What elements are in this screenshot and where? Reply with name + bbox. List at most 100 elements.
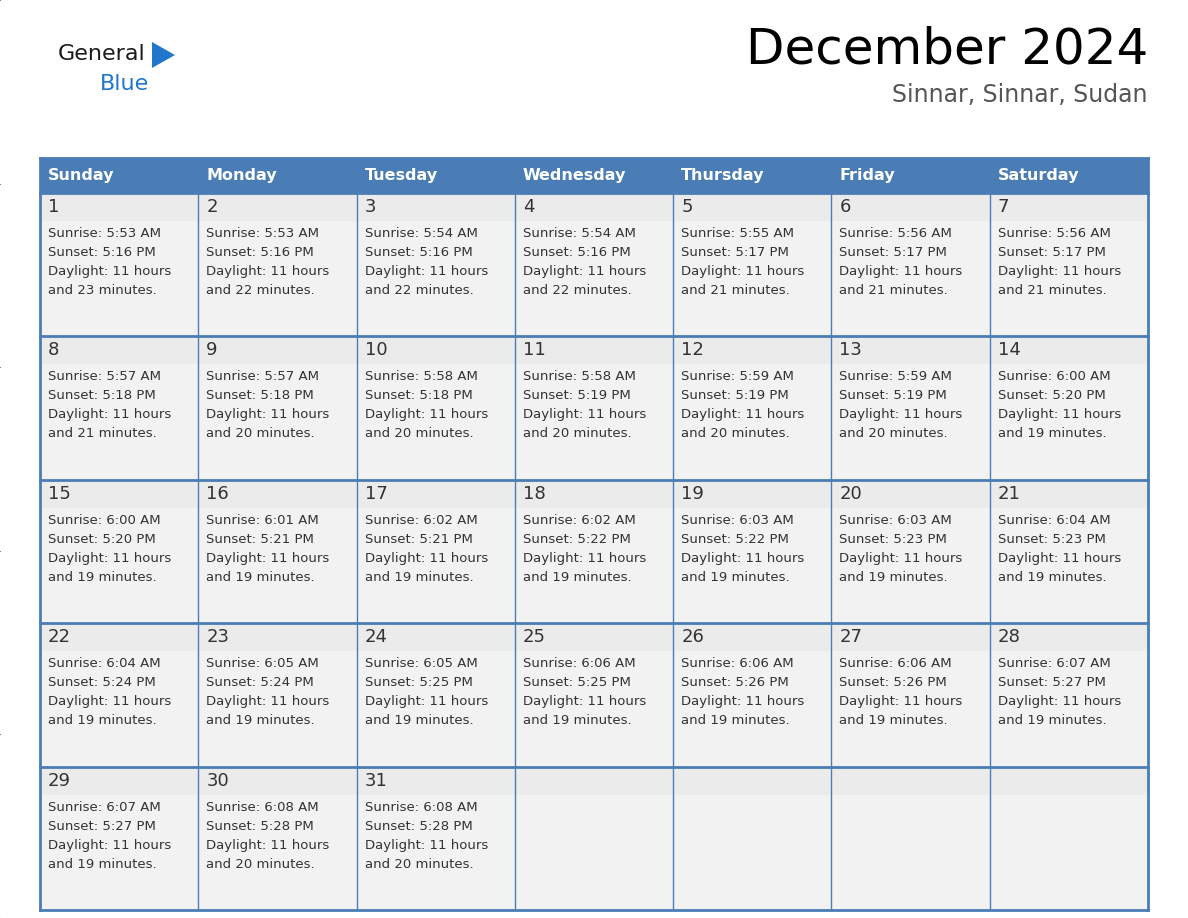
Text: and 23 minutes.: and 23 minutes. bbox=[48, 284, 157, 297]
Text: Sunset: 5:20 PM: Sunset: 5:20 PM bbox=[998, 389, 1106, 402]
Text: December 2024: December 2024 bbox=[746, 25, 1148, 73]
Text: and 20 minutes.: and 20 minutes. bbox=[523, 428, 632, 441]
Text: Sunset: 5:17 PM: Sunset: 5:17 PM bbox=[681, 246, 789, 259]
Text: Daylight: 11 hours: Daylight: 11 hours bbox=[48, 695, 171, 708]
Text: 12: 12 bbox=[681, 341, 704, 360]
Text: Sunset: 5:21 PM: Sunset: 5:21 PM bbox=[365, 532, 473, 546]
Text: Blue: Blue bbox=[100, 74, 150, 94]
Text: 27: 27 bbox=[840, 628, 862, 646]
Text: Sunset: 5:27 PM: Sunset: 5:27 PM bbox=[48, 820, 156, 833]
Text: Sunset: 5:21 PM: Sunset: 5:21 PM bbox=[207, 532, 314, 546]
Text: Daylight: 11 hours: Daylight: 11 hours bbox=[48, 265, 171, 278]
Text: 25: 25 bbox=[523, 628, 545, 646]
Text: 20: 20 bbox=[840, 485, 862, 503]
Text: Daylight: 11 hours: Daylight: 11 hours bbox=[48, 552, 171, 565]
Text: Sunrise: 6:02 AM: Sunrise: 6:02 AM bbox=[523, 514, 636, 527]
Text: and 21 minutes.: and 21 minutes. bbox=[840, 284, 948, 297]
Text: Sunset: 5:17 PM: Sunset: 5:17 PM bbox=[998, 246, 1106, 259]
Text: and 19 minutes.: and 19 minutes. bbox=[365, 571, 473, 584]
Text: Sunrise: 6:01 AM: Sunrise: 6:01 AM bbox=[207, 514, 320, 527]
Text: Daylight: 11 hours: Daylight: 11 hours bbox=[681, 265, 804, 278]
Text: Daylight: 11 hours: Daylight: 11 hours bbox=[48, 839, 171, 852]
Text: and 19 minutes.: and 19 minutes. bbox=[840, 714, 948, 727]
Text: Daylight: 11 hours: Daylight: 11 hours bbox=[207, 552, 329, 565]
Text: Sunset: 5:23 PM: Sunset: 5:23 PM bbox=[840, 532, 947, 546]
Text: Sunset: 5:24 PM: Sunset: 5:24 PM bbox=[48, 677, 156, 689]
Text: Daylight: 11 hours: Daylight: 11 hours bbox=[207, 839, 329, 852]
Text: Sunrise: 6:03 AM: Sunrise: 6:03 AM bbox=[681, 514, 794, 527]
Text: Daylight: 11 hours: Daylight: 11 hours bbox=[681, 409, 804, 421]
Text: Daylight: 11 hours: Daylight: 11 hours bbox=[840, 552, 962, 565]
Text: Daylight: 11 hours: Daylight: 11 hours bbox=[998, 552, 1121, 565]
Text: and 19 minutes.: and 19 minutes. bbox=[48, 714, 157, 727]
Text: Sunrise: 5:58 AM: Sunrise: 5:58 AM bbox=[523, 370, 636, 384]
Text: Sunset: 5:18 PM: Sunset: 5:18 PM bbox=[207, 389, 314, 402]
Text: and 19 minutes.: and 19 minutes. bbox=[681, 714, 790, 727]
Text: 28: 28 bbox=[998, 628, 1020, 646]
Text: and 20 minutes.: and 20 minutes. bbox=[840, 428, 948, 441]
Text: Daylight: 11 hours: Daylight: 11 hours bbox=[365, 839, 488, 852]
Text: Daylight: 11 hours: Daylight: 11 hours bbox=[523, 265, 646, 278]
Text: Sunrise: 6:04 AM: Sunrise: 6:04 AM bbox=[48, 657, 160, 670]
Text: Sunrise: 5:57 AM: Sunrise: 5:57 AM bbox=[48, 370, 162, 384]
Text: Daylight: 11 hours: Daylight: 11 hours bbox=[365, 409, 488, 421]
Bar bbox=[40, 480, 1148, 623]
Text: Sunset: 5:19 PM: Sunset: 5:19 PM bbox=[523, 389, 631, 402]
Bar bbox=[40, 158, 1148, 193]
Text: Sunset: 5:16 PM: Sunset: 5:16 PM bbox=[207, 246, 314, 259]
Text: Sunrise: 5:55 AM: Sunrise: 5:55 AM bbox=[681, 227, 794, 240]
Text: Sunday: Sunday bbox=[48, 168, 114, 183]
Text: Daylight: 11 hours: Daylight: 11 hours bbox=[681, 552, 804, 565]
Text: and 21 minutes.: and 21 minutes. bbox=[681, 284, 790, 297]
Text: and 19 minutes.: and 19 minutes. bbox=[365, 714, 473, 727]
Text: and 19 minutes.: and 19 minutes. bbox=[998, 571, 1106, 584]
Text: Sunset: 5:23 PM: Sunset: 5:23 PM bbox=[998, 532, 1106, 546]
Text: Daylight: 11 hours: Daylight: 11 hours bbox=[998, 695, 1121, 708]
Text: Sunset: 5:19 PM: Sunset: 5:19 PM bbox=[840, 389, 947, 402]
Text: 15: 15 bbox=[48, 485, 71, 503]
Text: Sunrise: 6:00 AM: Sunrise: 6:00 AM bbox=[48, 514, 160, 527]
Text: Sunset: 5:16 PM: Sunset: 5:16 PM bbox=[523, 246, 631, 259]
Bar bbox=[40, 623, 1148, 651]
Text: Sunrise: 5:53 AM: Sunrise: 5:53 AM bbox=[48, 227, 162, 240]
Bar bbox=[40, 623, 1148, 767]
Text: Sunset: 5:27 PM: Sunset: 5:27 PM bbox=[998, 677, 1106, 689]
Text: General: General bbox=[58, 44, 146, 64]
Text: Tuesday: Tuesday bbox=[365, 168, 437, 183]
Text: and 19 minutes.: and 19 minutes. bbox=[523, 571, 632, 584]
Text: Sunrise: 5:53 AM: Sunrise: 5:53 AM bbox=[207, 227, 320, 240]
Text: Sunset: 5:18 PM: Sunset: 5:18 PM bbox=[48, 389, 156, 402]
Text: and 22 minutes.: and 22 minutes. bbox=[365, 284, 473, 297]
Text: 17: 17 bbox=[365, 485, 387, 503]
Text: Daylight: 11 hours: Daylight: 11 hours bbox=[523, 409, 646, 421]
Text: and 20 minutes.: and 20 minutes. bbox=[207, 428, 315, 441]
Text: and 19 minutes.: and 19 minutes. bbox=[523, 714, 632, 727]
Text: 23: 23 bbox=[207, 628, 229, 646]
Text: 8: 8 bbox=[48, 341, 59, 360]
Text: Sunrise: 6:05 AM: Sunrise: 6:05 AM bbox=[207, 657, 320, 670]
Text: Sunset: 5:17 PM: Sunset: 5:17 PM bbox=[840, 246, 947, 259]
Text: Friday: Friday bbox=[840, 168, 895, 183]
Text: and 21 minutes.: and 21 minutes. bbox=[998, 284, 1106, 297]
Text: Daylight: 11 hours: Daylight: 11 hours bbox=[365, 695, 488, 708]
Text: Sunrise: 5:56 AM: Sunrise: 5:56 AM bbox=[840, 227, 953, 240]
Text: and 21 minutes.: and 21 minutes. bbox=[48, 428, 157, 441]
Text: Sunset: 5:25 PM: Sunset: 5:25 PM bbox=[523, 677, 631, 689]
Text: Sunset: 5:16 PM: Sunset: 5:16 PM bbox=[48, 246, 156, 259]
Text: 11: 11 bbox=[523, 341, 545, 360]
Text: Sunrise: 6:07 AM: Sunrise: 6:07 AM bbox=[998, 657, 1111, 670]
Text: Daylight: 11 hours: Daylight: 11 hours bbox=[681, 695, 804, 708]
Text: Sunset: 5:16 PM: Sunset: 5:16 PM bbox=[365, 246, 473, 259]
Text: Sunrise: 6:03 AM: Sunrise: 6:03 AM bbox=[840, 514, 952, 527]
Text: Daylight: 11 hours: Daylight: 11 hours bbox=[840, 265, 962, 278]
Text: and 19 minutes.: and 19 minutes. bbox=[48, 571, 157, 584]
Text: Sinnar, Sinnar, Sudan: Sinnar, Sinnar, Sudan bbox=[892, 83, 1148, 107]
Text: Daylight: 11 hours: Daylight: 11 hours bbox=[207, 409, 329, 421]
Text: and 19 minutes.: and 19 minutes. bbox=[48, 857, 157, 870]
Text: and 19 minutes.: and 19 minutes. bbox=[681, 571, 790, 584]
Text: Sunset: 5:26 PM: Sunset: 5:26 PM bbox=[681, 677, 789, 689]
Text: Daylight: 11 hours: Daylight: 11 hours bbox=[998, 265, 1121, 278]
Text: Daylight: 11 hours: Daylight: 11 hours bbox=[365, 265, 488, 278]
Bar bbox=[40, 193, 1148, 336]
Text: Sunset: 5:19 PM: Sunset: 5:19 PM bbox=[681, 389, 789, 402]
